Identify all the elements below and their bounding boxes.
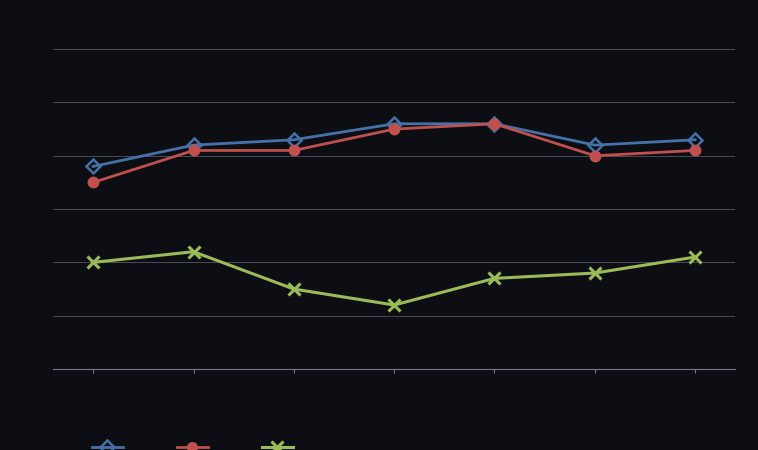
Legend: , , : , , xyxy=(86,437,302,450)
